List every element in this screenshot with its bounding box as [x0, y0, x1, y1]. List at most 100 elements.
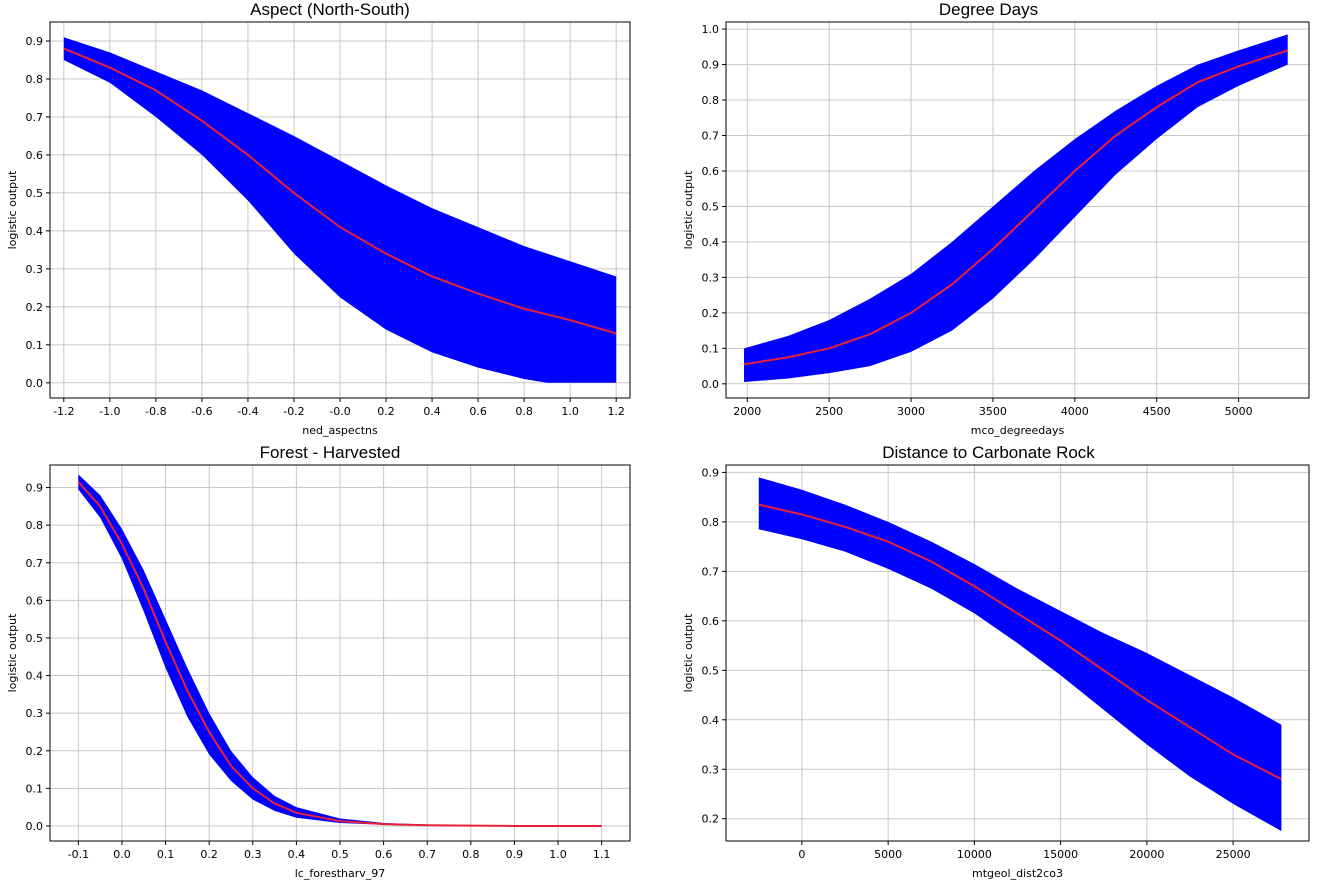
x-tick-label: 15000	[1043, 848, 1078, 861]
y-tick-label: 0.3	[702, 763, 720, 776]
chart-distance-carbonate: 0 5000 10000 15000 20000 25000 0.2 0.3 0.4 0.5 0.6…	[682, 464, 1310, 880]
panel-aspect: Aspect (North-South) -1.2 -1.0 -0.8 -0.6 -0.…	[0, 0, 660, 443]
y-axis-label: logistic output	[6, 170, 19, 249]
confidence-band	[744, 34, 1288, 383]
y-tick-label: 0.8	[702, 94, 720, 107]
x-tick-label: -0.6	[191, 405, 212, 418]
confidence-band	[78, 474, 602, 826]
y-tick-label: 0.3	[702, 271, 720, 284]
y-tick-label: 0.2	[702, 813, 720, 826]
y-tick-label: 0.6	[26, 149, 44, 162]
x-tick-label: 0.6	[469, 405, 487, 418]
x-tick-label: 5000	[874, 848, 902, 861]
x-tick-label: 0.7	[418, 848, 436, 861]
x-tick-label: 1.0	[561, 405, 579, 418]
mean-line	[758, 503, 1282, 781]
y-tick-label: 0.5	[702, 664, 720, 677]
y-axis-label: logistic output	[6, 613, 19, 692]
x-tick-label: 0.6	[375, 848, 393, 861]
x-tick-label: 4500	[1143, 405, 1171, 418]
y-tick-label: 0.6	[702, 165, 720, 178]
y-tick-label: 0.6	[26, 594, 44, 607]
x-tick-label: 0.5	[331, 848, 349, 861]
y-tick-label: 0.7	[26, 557, 44, 570]
x-tick-label: 1.2	[607, 405, 625, 418]
x-tick-label: -0.2	[283, 405, 304, 418]
chart-title: Aspect (North-South)	[250, 0, 410, 19]
mean-line	[743, 49, 1289, 366]
y-tick-label: 0.7	[26, 111, 44, 124]
x-tick-label: -1.2	[53, 405, 74, 418]
plot-frame	[725, 464, 1310, 842]
x-axis-label: mtgeol_dist2co3	[972, 867, 1063, 880]
y-tick-label: 0.9	[702, 59, 720, 72]
x-tick-label: 10000	[957, 848, 992, 861]
y-tick-label: 0.9	[26, 482, 44, 495]
x-tick-label: -0.0	[329, 405, 350, 418]
y-tick-label: 0.0	[702, 378, 720, 391]
chart-title: Forest - Harvested	[259, 443, 401, 462]
y-tick-label: 0.5	[26, 632, 44, 645]
y-tick-label: 0.8	[702, 516, 720, 529]
x-tick-label: 0	[798, 848, 805, 861]
x-tick-label: 0.8	[462, 848, 480, 861]
y-tick-label: 0.1	[26, 782, 44, 795]
x-tick-label: 3500	[979, 405, 1007, 418]
confidence-band	[758, 477, 1282, 832]
x-tick-label: 0.9	[506, 848, 524, 861]
x-tick-label: 2500	[815, 405, 843, 418]
x-tick-label: 0.0	[113, 848, 131, 861]
chart-title: Distance to Carbonate Rock	[882, 443, 1095, 462]
y-tick-label: 0.4	[26, 225, 44, 238]
x-tick-label: 0.1	[157, 848, 175, 861]
x-tick-label: -1.0	[99, 405, 120, 418]
panel-forest-harvested: Forest - Harvested -0.1 0.0 0.1 0.2 0.3 0.4 0.…	[0, 443, 660, 886]
x-tick-label: 1.1	[593, 848, 611, 861]
x-tick-label: 4000	[1061, 405, 1089, 418]
y-tick-label: 0.4	[702, 714, 720, 727]
mean-line	[77, 481, 602, 827]
y-tick-label: 0.2	[26, 745, 44, 758]
x-tick-label: 25000	[1216, 848, 1251, 861]
x-tick-label: 2000	[733, 405, 761, 418]
y-tick-label: 0.8	[26, 73, 44, 86]
x-tick-label: 0.2	[377, 405, 395, 418]
chart-degree-days: 2000 2500 3000 3500 4000 4500 5000 0.0 0.1 0.2 0.3…	[682, 21, 1310, 437]
mean-line	[63, 47, 617, 335]
y-tick-label: 0.1	[26, 339, 44, 352]
chart-forest-harvested: -0.1 0.0 0.1 0.2 0.3 0.4 0.5 0.6 0.7 0.8 0.9 1.0 1.1…	[6, 464, 631, 880]
x-tick-label: 0.8	[515, 405, 533, 418]
x-tick-label: 0.3	[244, 848, 262, 861]
confidence-band	[63, 37, 617, 383]
x-tick-label: 3000	[897, 405, 925, 418]
y-tick-label: 0.4	[26, 670, 44, 683]
y-tick-label: 0.5	[702, 200, 720, 213]
y-tick-label: 0.3	[26, 707, 44, 720]
y-tick-label: 1.0	[702, 23, 720, 36]
x-axis-label: ned_aspectns	[302, 424, 378, 437]
y-tick-label: 0.9	[702, 466, 720, 479]
y-tick-label: 0.7	[702, 565, 720, 578]
y-tick-label: 0.0	[26, 377, 44, 390]
x-axis-label: mco_degreedays	[971, 424, 1065, 437]
x-tick-label: -0.1	[68, 848, 89, 861]
y-tick-label: 0.0	[26, 820, 44, 833]
x-tick-label: 20000	[1129, 848, 1164, 861]
chart-title: Degree Days	[938, 0, 1039, 19]
plot-frame	[725, 21, 1310, 399]
y-tick-label: 0.7	[702, 130, 720, 143]
x-tick-label: -0.8	[145, 405, 166, 418]
y-tick-label: 0.2	[26, 301, 44, 314]
y-tick-label: 0.3	[26, 263, 44, 276]
y-tick-label: 0.9	[26, 35, 44, 48]
y-tick-label: 0.8	[26, 519, 44, 532]
y-tick-label: 0.2	[702, 307, 720, 320]
y-axis-label: logistic output	[682, 170, 695, 249]
x-tick-label: -0.4	[237, 405, 258, 418]
x-tick-label: 1.0	[549, 848, 567, 861]
chart-aspect: -1.2 -1.0 -0.8 -0.6 -0.4 -0.2 -0.0 0.2 0.4 0.6 0.8…	[6, 21, 631, 437]
y-tick-label: 0.5	[26, 187, 44, 200]
y-axis-label: logistic output	[682, 613, 695, 692]
panel-degree-days: Degree Days 2000 2500 3000 3500 4000 4500 5000…	[660, 0, 1317, 443]
x-tick-label: 0.4	[288, 848, 306, 861]
